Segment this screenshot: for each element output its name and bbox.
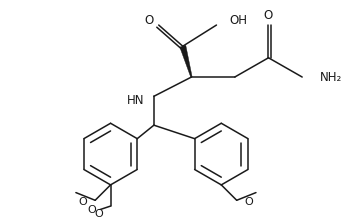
Text: O: O [144, 14, 154, 27]
Text: O: O [79, 197, 87, 207]
Text: NH₂: NH₂ [320, 71, 342, 83]
Text: HN: HN [127, 94, 144, 107]
Text: O: O [244, 197, 253, 207]
Text: O: O [264, 9, 273, 22]
Text: O: O [94, 209, 103, 218]
Text: O: O [87, 205, 96, 215]
Polygon shape [180, 45, 192, 77]
Text: OH: OH [229, 14, 247, 27]
